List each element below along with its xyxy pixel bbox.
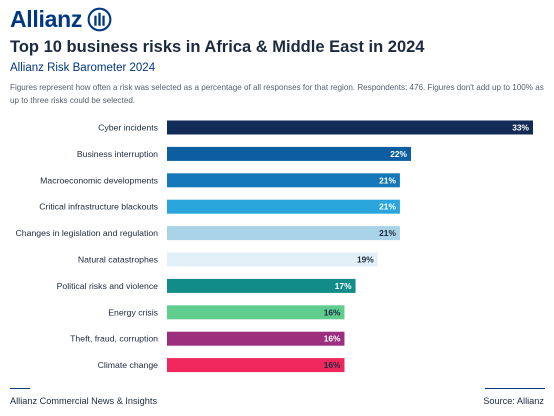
data-label: 21% (379, 228, 396, 238)
data-label: 33% (512, 123, 529, 133)
category-label: Natural catastrophes (78, 255, 159, 265)
allianz-eagle-circle-icon (87, 7, 112, 32)
category-label: Changes in legislation and regulation (16, 228, 159, 238)
page-subtitle: Allianz Risk Barometer 2024 (10, 62, 156, 74)
data-label: 21% (379, 175, 396, 185)
data-label: 16% (324, 334, 341, 344)
category-label: Cyber incidents (98, 123, 159, 133)
bar (167, 226, 400, 241)
bar (167, 252, 378, 267)
bar (167, 146, 411, 161)
data-label: 19% (357, 255, 374, 265)
brand-name: Allianz (10, 6, 83, 32)
category-label: Business interruption (77, 149, 158, 159)
category-label: Climate change (98, 360, 159, 370)
footer-rule-right (485, 388, 545, 390)
data-label: 16% (324, 360, 341, 370)
footer-rule-left (10, 388, 30, 390)
data-label: 22% (390, 149, 407, 159)
bar (167, 305, 345, 320)
category-label: Theft, fraud, corruption (70, 334, 158, 344)
bar (167, 199, 400, 214)
bar (167, 358, 345, 373)
category-label: Energy crisis (108, 307, 158, 317)
bar (167, 173, 400, 188)
category-label: Macroeconomic developments (40, 175, 158, 185)
category-label: Critical infrastructure blackouts (39, 202, 158, 212)
footer-publisher: Allianz Commercial News & Insights (10, 396, 158, 406)
data-label: 21% (379, 202, 396, 212)
footer-source: Source: Allianz (483, 396, 544, 406)
bar (167, 331, 345, 346)
bar (167, 278, 356, 293)
data-label: 17% (335, 281, 352, 291)
bar-chart: Cyber incidents 33% Business interruption 2… (16, 120, 533, 373)
bar (167, 120, 533, 135)
data-label: 16% (324, 307, 341, 317)
brand-header: Allianz (10, 6, 112, 33)
page-title: Top 10 business risks in Africa & Middle… (10, 38, 425, 56)
category-label: Political risks and violence (57, 281, 159, 291)
methodology-note: Figures represent how often a risk was s… (10, 83, 544, 105)
